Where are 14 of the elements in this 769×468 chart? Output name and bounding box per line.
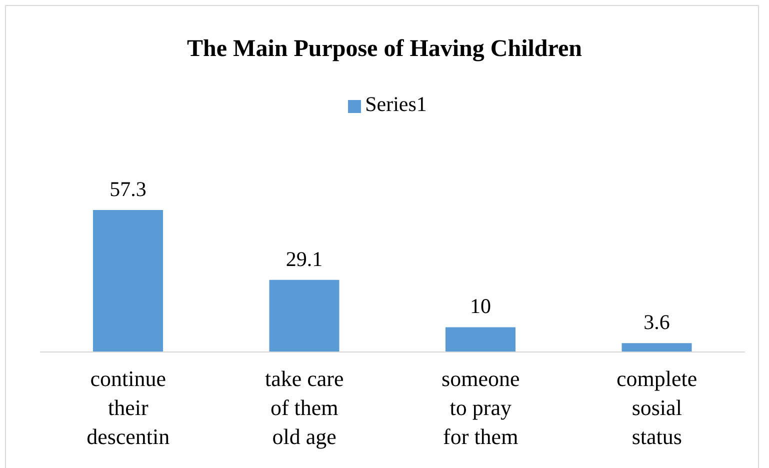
bar	[93, 210, 163, 352]
x-tick-label: complete sosial status	[616, 366, 698, 449]
bar	[269, 280, 340, 352]
chart-title: The Main Purpose of Having Children	[186, 36, 583, 63]
x-tick-label: continue their descentin	[86, 366, 170, 449]
data-label: 10	[470, 294, 491, 318]
bar	[622, 343, 692, 352]
x-tick-label: someone to pray for them	[442, 366, 520, 449]
data-label: 29.1	[286, 246, 323, 271]
data-label: 57.3	[110, 177, 146, 201]
x-tick-label: take care of them old age	[264, 366, 344, 449]
bar	[446, 327, 516, 352]
data-label: 3.6	[644, 310, 670, 334]
legend-label: Series1	[365, 92, 427, 116]
